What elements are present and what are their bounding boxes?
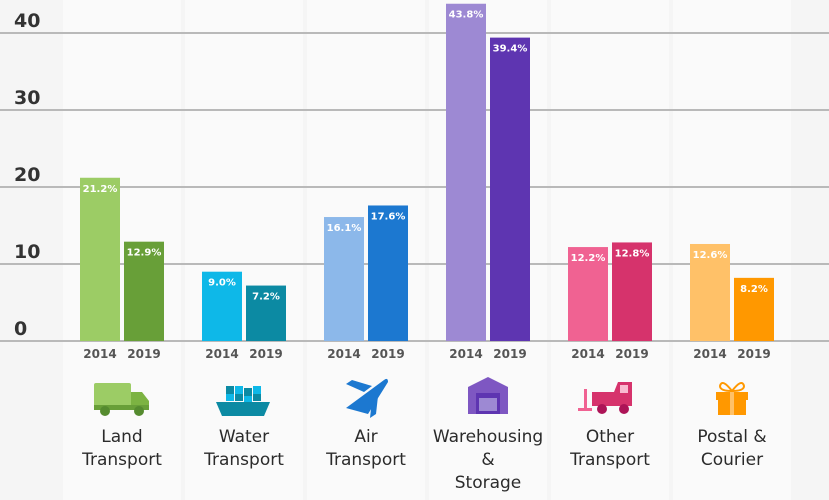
bar-value-label: 12.8% — [615, 248, 650, 259]
year-label: 2014 — [205, 347, 238, 361]
year-label: 2019 — [615, 347, 648, 361]
bar-value-label: 21.2% — [83, 184, 118, 195]
category-label: Air Transport — [301, 426, 431, 472]
category-label-line: Storage — [454, 473, 522, 493]
warehouse-icon — [468, 377, 508, 414]
category-label-line: Other — [585, 427, 635, 447]
category-label-line: Transport — [326, 450, 406, 470]
category-label: Water Transport — [179, 426, 309, 472]
bar-value-label: 12.2% — [571, 253, 606, 264]
year-label: 2014 — [327, 347, 360, 361]
year-label: 2014 — [693, 347, 726, 361]
category-label: Land Transport — [57, 426, 187, 472]
airplane-icon — [346, 378, 388, 418]
year-label: 2014 — [449, 347, 482, 361]
category-label: Postal & Courier — [667, 426, 797, 472]
category-label-line: Water — [218, 427, 270, 447]
bar — [124, 241, 164, 341]
year-label: 2019 — [249, 347, 282, 361]
y-tick-label: 20 — [14, 164, 40, 186]
category-label-line: Air — [354, 427, 378, 447]
category-label-line: Land — [101, 427, 143, 447]
bar-value-label: 39.4% — [493, 44, 528, 55]
y-tick-label: 30 — [14, 87, 40, 109]
category-label: Warehousing & Storage — [423, 426, 553, 495]
forklift-icon — [578, 382, 632, 414]
category-label-line: Transport — [570, 450, 650, 470]
bar — [568, 247, 608, 341]
y-tick-label: 0 — [14, 318, 27, 340]
bar-value-label: 17.6% — [371, 211, 406, 222]
category-label-line: Courier — [700, 450, 764, 470]
bar-value-label: 12.9% — [127, 248, 162, 259]
category-band — [185, 0, 303, 500]
bar — [734, 277, 774, 341]
ship-icon — [216, 386, 270, 416]
bar-value-label: 9.0% — [208, 278, 236, 289]
bar — [446, 3, 486, 342]
year-label: 2019 — [493, 347, 526, 361]
bar — [368, 205, 408, 341]
bar — [690, 243, 730, 341]
bar-value-label: 7.2% — [252, 292, 280, 303]
truck-icon — [94, 383, 149, 416]
bar — [612, 242, 652, 341]
bar-value-label: 12.6% — [693, 250, 728, 261]
category-label-line: & — [481, 450, 495, 470]
bar — [324, 217, 364, 341]
gift-icon — [716, 381, 748, 415]
bar-value-label: 8.2% — [740, 284, 768, 295]
year-label: 2014 — [83, 347, 116, 361]
category-label-line: Postal & — [697, 427, 767, 447]
bar-value-label: 16.1% — [327, 223, 362, 234]
category-label-line: Transport — [82, 450, 162, 470]
category-label-line: Transport — [204, 450, 284, 470]
year-label: 2019 — [127, 347, 160, 361]
y-tick-label: 40 — [14, 10, 40, 32]
bar — [202, 271, 242, 341]
bar-value-label: 43.8% — [449, 10, 484, 21]
category-label-line: Warehousing — [432, 427, 544, 447]
y-tick-label: 10 — [14, 241, 40, 263]
year-label: 2019 — [737, 347, 770, 361]
bar — [246, 285, 286, 341]
bar — [490, 37, 530, 342]
bar — [80, 177, 120, 341]
year-label: 2019 — [371, 347, 404, 361]
category-label: Other Transport — [545, 426, 675, 472]
year-label: 2014 — [571, 347, 604, 361]
